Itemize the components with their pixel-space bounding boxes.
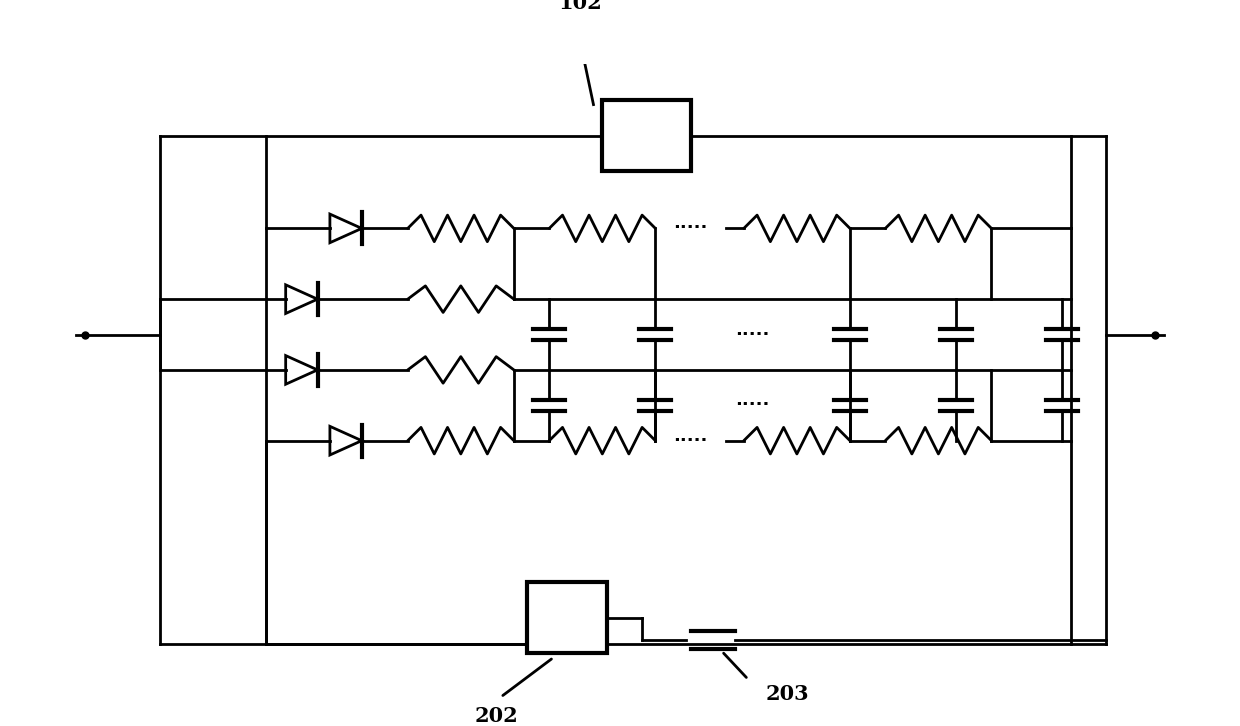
Bar [527, 582, 606, 653]
Text: ·····: ····· [673, 219, 708, 237]
Text: ·····: ····· [673, 432, 708, 449]
Text: 102: 102 [558, 0, 601, 14]
Text: ·····: ····· [735, 325, 770, 343]
Text: 202: 202 [475, 706, 518, 726]
Text: ·····: ····· [735, 396, 770, 415]
Text: 203: 203 [766, 684, 810, 704]
Bar [603, 100, 691, 171]
